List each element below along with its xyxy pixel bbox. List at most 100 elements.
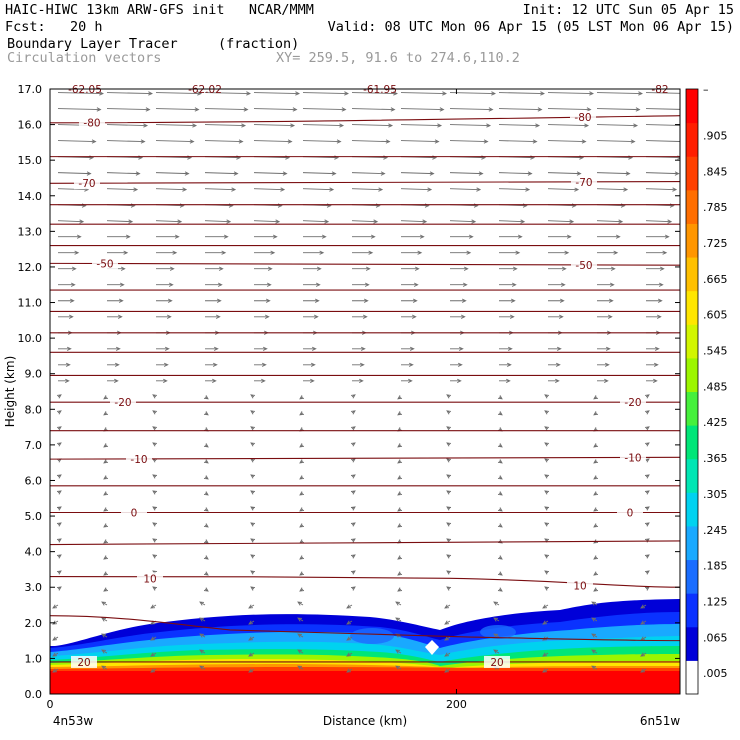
wind-vector — [56, 490, 62, 495]
contour-label-bg — [126, 452, 152, 465]
wind-vector — [250, 586, 256, 591]
wind-vector — [397, 555, 403, 560]
wind-vector — [644, 394, 650, 399]
wind-vector — [596, 123, 639, 128]
wind-vector — [346, 604, 353, 609]
wind-vector — [204, 219, 232, 224]
x-tick-label: 200 — [446, 698, 467, 711]
wind-vector — [400, 187, 433, 192]
wind-vector — [346, 620, 353, 625]
wind-vector — [449, 187, 482, 192]
wind-vector — [548, 346, 562, 351]
colorbar-swatch — [686, 593, 698, 628]
wind-vector — [444, 604, 451, 609]
wind-vector — [203, 539, 209, 544]
wind-vector — [103, 491, 109, 496]
wind-vector — [199, 601, 206, 606]
wind-vector — [299, 507, 305, 512]
wind-vector — [542, 652, 549, 657]
wind-vector — [303, 378, 315, 384]
wind-vector — [204, 139, 244, 144]
wind-vector — [352, 234, 376, 239]
colorbar-swatch — [686, 559, 698, 594]
wind-vector — [644, 522, 650, 527]
wind-vector — [155, 123, 198, 128]
colorbar-swatch — [686, 626, 698, 661]
header-init-time: Init: 12 UTC Sun 05 Apr 15 — [522, 2, 734, 18]
wind-vector — [155, 219, 183, 224]
wind-vector — [106, 91, 153, 96]
wind-vector — [57, 219, 85, 224]
wind-vector — [450, 298, 467, 303]
wind-vector — [544, 410, 550, 415]
y-tick-label: 14.0 — [18, 190, 43, 203]
wind-vector — [596, 107, 641, 112]
wind-vector — [58, 250, 80, 255]
wind-vector — [156, 234, 180, 239]
wind-vector — [205, 346, 219, 351]
contour-label: -10 — [130, 454, 147, 466]
wind-vector — [544, 394, 550, 399]
wind-vector — [57, 171, 92, 176]
colorbar-label: .185 — [703, 560, 728, 573]
contour-label-bg — [484, 655, 510, 668]
contour-label: 10 — [573, 581, 586, 593]
wind-vector — [640, 652, 647, 657]
wind-vector — [101, 601, 108, 606]
contour-label: -70 — [78, 178, 95, 190]
wind-vector — [248, 652, 255, 657]
field-name: Boundary Layer Tracer — [7, 36, 178, 52]
contour-label: -50 — [96, 259, 113, 271]
wind-vector — [593, 411, 599, 416]
x-end-location: 6n51w — [640, 714, 681, 728]
wind-vector — [103, 395, 109, 400]
colorbar-swatch — [686, 156, 698, 191]
wind-vector — [204, 187, 237, 192]
wind-vector — [350, 442, 356, 447]
wind-vector — [152, 522, 158, 527]
wind-vector — [203, 395, 209, 400]
wind-vector — [152, 474, 158, 479]
colorbar-swatch — [686, 89, 698, 124]
wind-vector — [544, 458, 550, 463]
wind-vector — [493, 649, 500, 654]
wind-vector — [254, 266, 273, 271]
wind-vector — [302, 171, 337, 176]
wind-vector — [640, 604, 647, 609]
wind-vector — [150, 652, 157, 657]
wind-vector — [203, 411, 209, 416]
y-tick-label: 8.0 — [25, 403, 43, 416]
wind-vector — [350, 426, 356, 431]
contour-label-bg — [137, 572, 163, 585]
wind-vector — [544, 474, 550, 479]
wind-vector — [156, 250, 178, 255]
contour-label: 0 — [131, 508, 138, 520]
wind-vector — [352, 250, 374, 255]
wind-vector — [646, 234, 670, 239]
wind-vector — [152, 410, 158, 415]
wind-vector — [253, 139, 293, 144]
wind-vector — [450, 282, 468, 287]
field-units: (fraction) — [218, 36, 300, 52]
contour-label: 10 — [143, 573, 156, 585]
wind-vector — [548, 298, 565, 303]
wind-vector — [205, 266, 224, 271]
wind-vector — [547, 139, 587, 144]
wind-vector — [645, 108, 680, 110]
wind-vector — [103, 459, 109, 464]
wind-vector — [497, 443, 503, 448]
wind-vector — [56, 522, 62, 527]
wind-vector — [547, 219, 575, 224]
wind-vector — [597, 362, 610, 367]
wind-vector — [204, 171, 239, 176]
contour-label: -62.02 — [188, 84, 222, 96]
wind-vector — [253, 219, 281, 224]
wind-vector — [498, 123, 541, 128]
wind-vector — [303, 362, 316, 367]
wind-vector — [397, 395, 403, 400]
wind-vector — [499, 314, 515, 319]
contour-label-bg — [571, 258, 597, 271]
wind-vector — [352, 362, 365, 367]
wind-vector — [646, 282, 664, 287]
